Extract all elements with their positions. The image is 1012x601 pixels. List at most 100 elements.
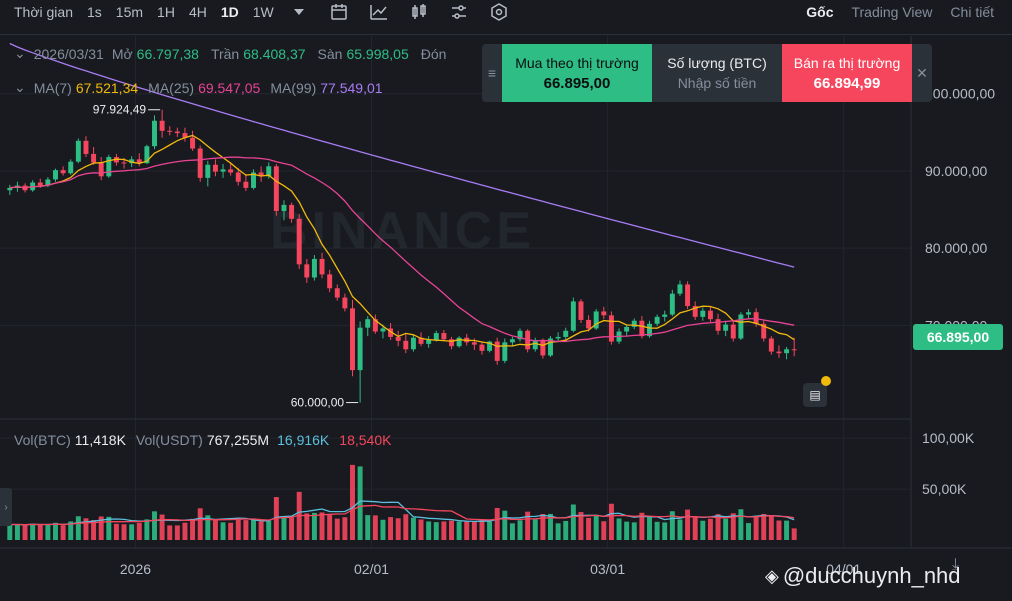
volume-bar	[487, 521, 493, 540]
candle-body	[487, 341, 493, 351]
candle-body	[83, 140, 89, 154]
volume-bar	[403, 514, 409, 540]
volume-bar	[174, 525, 180, 540]
volume-bar	[53, 522, 58, 540]
close-icon[interactable]: ✕	[916, 64, 928, 81]
volume-bar	[235, 519, 241, 540]
candle-body	[471, 342, 477, 345]
volume-bars	[7, 464, 797, 540]
volume-bar	[121, 524, 127, 540]
ma25-value: 69.547,05	[198, 79, 261, 96]
volume-bar	[266, 520, 272, 540]
volume-bar	[692, 516, 698, 540]
interval-1h[interactable]: 1H	[157, 4, 175, 20]
notification-dot	[821, 376, 831, 386]
settings-icon[interactable]	[450, 3, 468, 21]
volume-row: Vol(BTC) 11,418K Vol(USDT) 767,255M 16,9…	[14, 432, 391, 448]
candle-body	[715, 319, 721, 331]
market-buy-button[interactable]: Mua theo thị trường 66.895,00	[502, 44, 652, 102]
vol-btc-value: 11,418K	[74, 432, 126, 448]
price-axis: 100.000,0090.000,0080.000,0070.000,00100…	[120, 86, 995, 577]
volume-bar	[738, 509, 744, 540]
time-label[interactable]: Thời gian	[14, 4, 73, 20]
volume-bar	[289, 517, 295, 540]
candle-type-icon[interactable]	[410, 3, 428, 21]
candle-body	[418, 337, 424, 344]
market-sell-button[interactable]: Bán ra thị trường 66.894,99	[782, 44, 912, 102]
collapse-left-icon[interactable]: ›	[0, 488, 12, 526]
volume-bar	[776, 520, 782, 540]
volume-bar	[784, 520, 790, 540]
buy-label: Mua theo thị trường	[515, 54, 639, 71]
candle-body	[342, 297, 348, 309]
candle-body	[624, 326, 630, 332]
volume-bar	[723, 518, 729, 540]
candle-body	[685, 284, 691, 307]
indicator-icon[interactable]	[370, 3, 388, 21]
volume-bar	[197, 508, 203, 540]
view-depth[interactable]: Chi tiết	[950, 4, 994, 20]
drag-handle-icon[interactable]: ≡	[487, 65, 497, 81]
candle-body	[449, 339, 454, 347]
candle-body	[791, 349, 797, 351]
volume-bar	[616, 518, 622, 540]
calendar-icon[interactable]	[330, 3, 348, 21]
candle-body	[548, 338, 553, 356]
interval-dropdown-icon[interactable]	[290, 3, 308, 21]
quantity-input[interactable]: Số lượng (BTC) Nhập số tiền	[652, 44, 782, 102]
volume-bar	[647, 517, 652, 540]
volume-bar	[768, 515, 774, 540]
candle-body	[251, 172, 256, 188]
volume-bar	[715, 514, 721, 540]
candle-body	[578, 301, 584, 320]
candle-body	[357, 327, 363, 371]
volume-bar	[350, 464, 355, 540]
volume-bar	[144, 519, 150, 540]
open-value: 66.797,38	[136, 45, 199, 62]
grid	[0, 36, 1012, 549]
volume-bar	[365, 515, 371, 540]
candle-body	[433, 333, 439, 341]
ma-chevron-icon[interactable]: ⌄	[14, 79, 26, 95]
candle-body	[98, 162, 104, 177]
candle-body	[669, 293, 675, 315]
view-tradingview[interactable]: Trading View	[851, 4, 933, 20]
candle-body	[555, 336, 561, 339]
interval-1d[interactable]: 1D	[220, 4, 239, 20]
interval-1w[interactable]: 1W	[252, 4, 274, 20]
volume-bar	[586, 517, 592, 540]
candle-body	[707, 310, 713, 320]
interval-4h[interactable]: 4H	[188, 4, 207, 20]
interval-15m[interactable]: 15m	[115, 4, 144, 20]
volume-bar	[525, 511, 531, 540]
candle-body	[37, 182, 43, 186]
candle-body	[258, 172, 264, 177]
ohlc-chevron-icon[interactable]: ⌄	[14, 45, 26, 61]
volume-bar	[753, 516, 759, 540]
volume-bar	[746, 523, 751, 540]
candle-body	[327, 274, 333, 289]
candle-body	[677, 284, 683, 294]
volume-bar	[395, 518, 401, 540]
candle-date: 2026/03/31	[33, 45, 104, 62]
volume-bar	[212, 520, 218, 540]
candle-body	[410, 337, 416, 350]
candle-body	[372, 319, 378, 332]
note-icon[interactable]: ▤	[803, 383, 827, 407]
vol-btc-label: Vol(BTC)	[14, 432, 71, 448]
open-label: Mở	[111, 45, 133, 62]
volume-bar	[502, 510, 508, 540]
candle-body	[403, 340, 409, 350]
scroll-to-end-icon[interactable]: ⤓	[952, 556, 960, 573]
interval-1s[interactable]: 1s	[87, 4, 102, 20]
volume-bar	[319, 512, 325, 540]
ma7-label: MA(7)	[33, 79, 72, 96]
view-original[interactable]: Gốc	[806, 4, 834, 20]
vol-usdt-value: 767,255M	[206, 432, 270, 448]
volume-bar	[654, 521, 660, 540]
layers-icon[interactable]	[490, 3, 508, 21]
volume-bar	[372, 515, 378, 540]
volume-bar	[311, 512, 317, 540]
volume-bar	[494, 507, 500, 540]
